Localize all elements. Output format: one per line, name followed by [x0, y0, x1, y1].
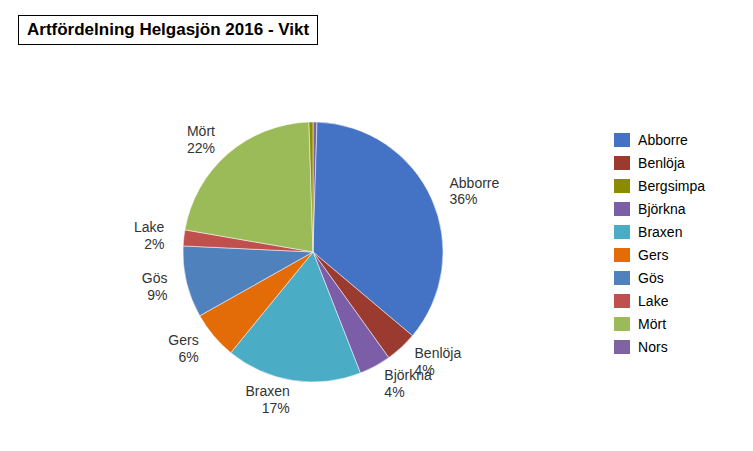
svg-text:Gers6%: Gers6% — [168, 332, 198, 365]
svg-text:Mört22%: Mört22% — [187, 123, 215, 156]
html-text:Gers: Gers — [638, 247, 669, 263]
html-text:Mört: Mört — [638, 316, 667, 332]
html-text:Bergsimpa: Bergsimpa — [638, 178, 705, 194]
html-text:Benlöja: Benlöja — [414, 345, 462, 362]
html-text:Artfördelning Helgasjön 2016 -: Artfördelning Helgasjön 2016 - Vikt — [27, 20, 310, 39]
html-text:Lake: Lake — [638, 293, 669, 309]
html-text:Nors: Nors — [638, 339, 668, 355]
svg-text:Gös9%: Gös9% — [142, 270, 168, 303]
html-text:Benlöja: Benlöja — [638, 155, 685, 171]
svg-text:Abborre36%: Abborre36% — [450, 175, 500, 208]
svg-text:Björkna4%: Björkna4% — [384, 367, 432, 400]
svg-text:Lake2%: Lake2% — [134, 219, 165, 252]
html-text:Abborre: Abborre — [638, 132, 688, 148]
html-text:Gös: Gös — [638, 270, 664, 286]
html-text:Braxen: Braxen — [638, 224, 683, 240]
svg-text:Braxen17%: Braxen17% — [245, 383, 289, 416]
html-text:Björkna: Björkna — [638, 201, 686, 217]
